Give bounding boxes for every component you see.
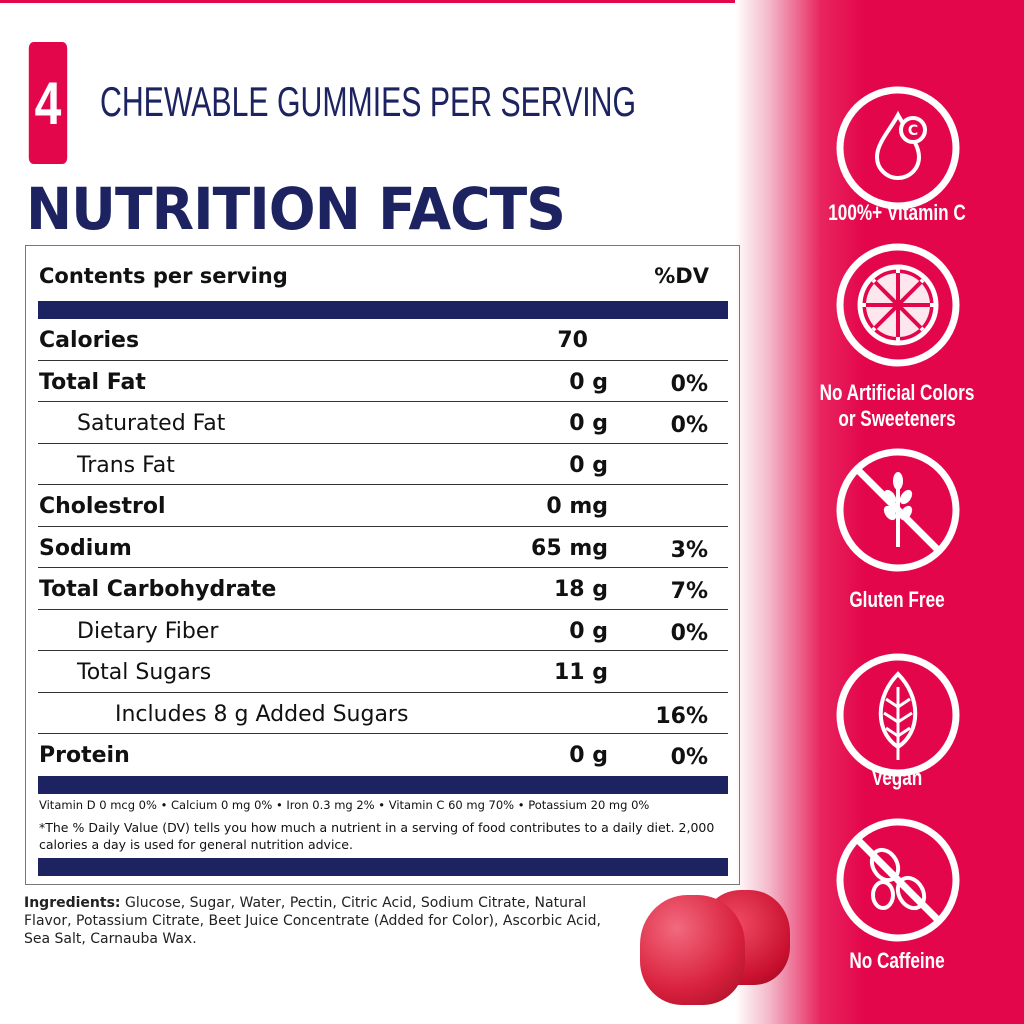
nutrient-name: Total Sugars (77, 660, 212, 685)
nutrition-table: Contents per serving %DV Calories 70 Total… (25, 245, 740, 885)
vitamins-line: Vitamin D 0 mcg 0% • Calcium 0 mg 0% • I… (39, 798, 650, 812)
feature-label: Gluten Free (849, 587, 945, 612)
ingredients-label: Ingredients: (24, 895, 121, 911)
top-accent-line (0, 0, 1024, 3)
table-row: Cholestrol 0 mg (38, 485, 728, 527)
table-row: Sodium 65 mg 3% (38, 527, 728, 568)
nutrient-dv: 0% (670, 371, 708, 397)
nutrient-name: Dietary Fiber (77, 618, 219, 644)
serving-count-badge: 4 (28, 42, 68, 164)
nutrient-dv: 0% (670, 745, 708, 770)
nutrient-amount: 11 g (553, 660, 608, 685)
table-row: Saturated Fat 0 g 0% (38, 402, 728, 444)
table-row: Calories 70 (38, 319, 728, 361)
nutrient-name: Includes 8 g Added Sugars (115, 701, 409, 727)
nutrient-name: Total Carbohydrate (39, 577, 277, 602)
nutrient-name: Sodium (39, 535, 132, 561)
vitamin-c-drop-icon: C (836, 86, 960, 210)
feature-label: No Artificial Colors or Sweeteners (819, 380, 975, 431)
feature-label: No Caffeine (849, 948, 945, 973)
nutrient-amount: 0 g (569, 452, 608, 478)
page-title: NUTRITION FACTS (26, 175, 566, 243)
nutrient-name: Cholestrol (39, 494, 166, 519)
nutrient-dv: 0% (670, 620, 708, 646)
leaf-icon (836, 653, 960, 777)
nutrient-amount: 0 g (569, 411, 608, 436)
feature-label: Vegan (871, 765, 923, 790)
feature-label: 100%+ Vitamin C (828, 200, 966, 225)
nutrient-amount: 65 mg (531, 535, 608, 561)
no-wheat-icon (836, 448, 960, 572)
nutrient-dv: 3% (670, 537, 708, 563)
ingredients: Ingredients: Glucose, Sugar, Water, Pect… (24, 894, 624, 948)
gummy-image (640, 895, 745, 1005)
serving-text: CHEWABLE GUMMIES PER SERVING (100, 78, 637, 125)
table-row: Dietary Fiber 0 g 0% (38, 610, 728, 651)
header-dv: %DV (654, 264, 709, 288)
no-coffee-bean-icon (836, 818, 960, 942)
footnote: *The % Daily Value (DV) tells you how mu… (39, 820, 715, 852)
divider-bar (38, 776, 728, 794)
nutrient-amount: 0 mg (546, 494, 608, 519)
table-row: Protein 0 g 0% (38, 734, 728, 776)
nutrient-amount: 18 g (553, 577, 608, 602)
nutrient-dv: 7% (670, 579, 708, 604)
citrus-slice-icon (836, 243, 960, 367)
ingredients-text: Glucose, Sugar, Water, Pectin, Citric Ac… (24, 895, 601, 947)
nutrient-name: Protein (39, 743, 130, 768)
svg-text:C: C (908, 123, 918, 139)
table-row: Total Carbohydrate 18 g 7% (38, 568, 728, 610)
nutrient-name: Saturated Fat (77, 411, 226, 436)
nutrient-amount: 70 (557, 328, 588, 353)
divider-bar (38, 858, 728, 876)
nutrient-amount: 0 g (569, 618, 608, 644)
nutrient-dv: 0% (670, 413, 708, 438)
serving-count: 4 (34, 69, 62, 137)
table-row: Includes 8 g Added Sugars 16% (38, 693, 728, 734)
nutrient-amount: 0 g (569, 743, 608, 768)
table-row: Total Fat 0 g 0% (38, 361, 728, 402)
nutrient-name: Calories (39, 328, 140, 353)
table-row: Trans Fat 0 g (38, 444, 728, 485)
nutrient-name: Trans Fat (77, 452, 175, 478)
nutrient-amount: 0 g (569, 369, 608, 395)
nutrient-dv: 16% (655, 703, 708, 729)
nutrient-name: Total Fat (39, 369, 146, 395)
divider-bar (38, 301, 728, 319)
table-row: Total Sugars 11 g (38, 651, 728, 693)
header-contents: Contents per serving (39, 264, 288, 288)
